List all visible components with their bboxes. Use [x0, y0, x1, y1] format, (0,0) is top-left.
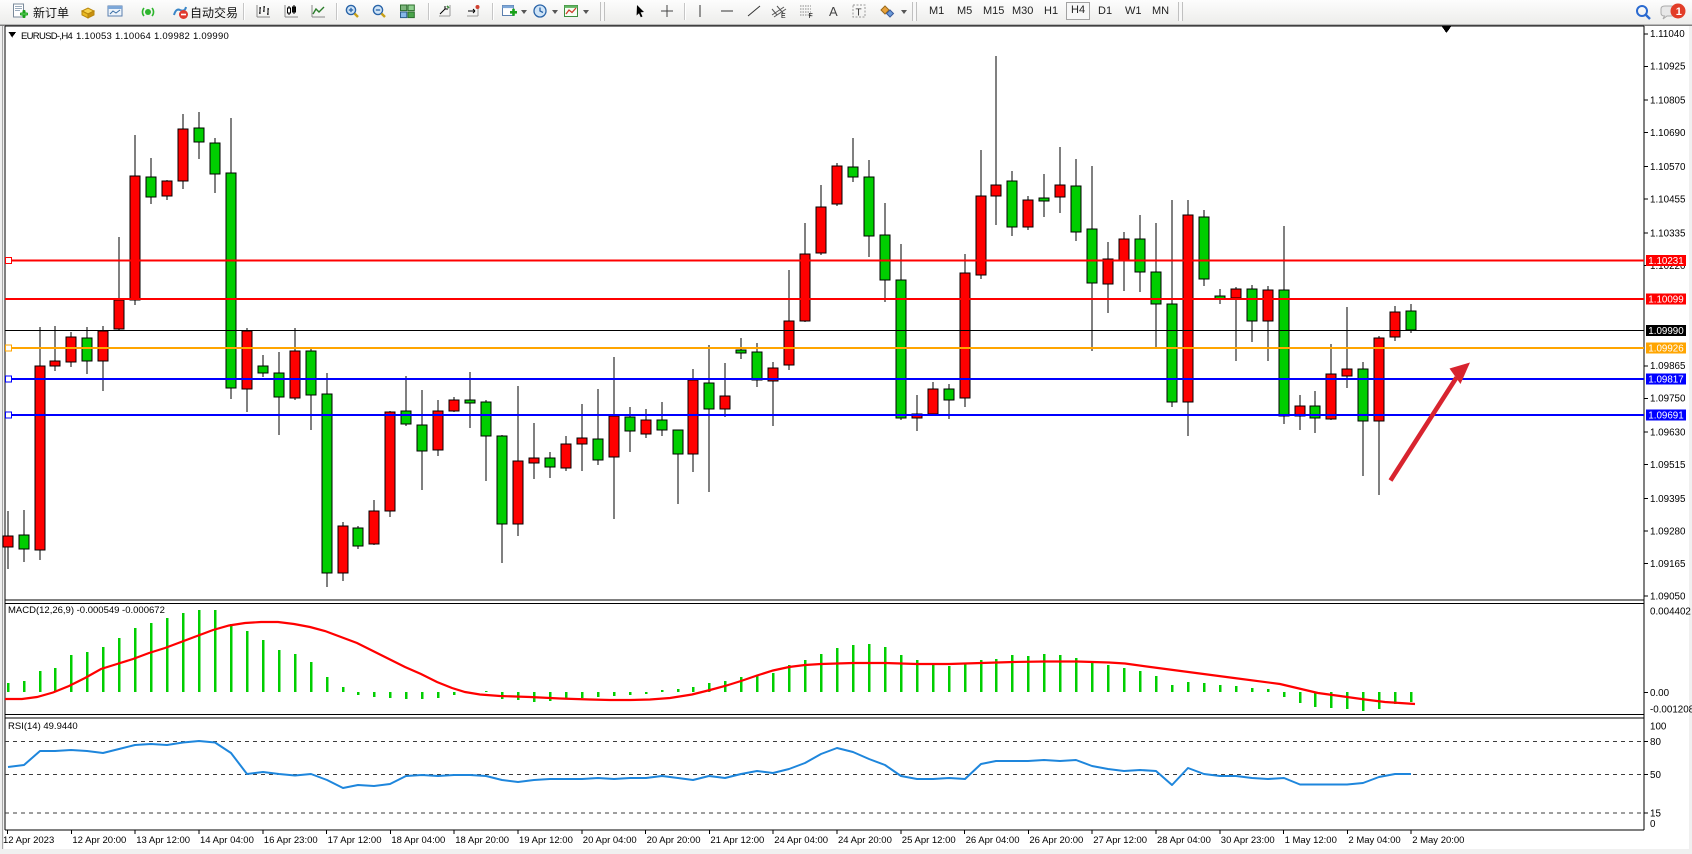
svg-text:20 Apr 04:00: 20 Apr 04:00 — [583, 835, 637, 846]
svg-text:1.11040: 1.11040 — [1650, 29, 1685, 40]
svg-text:1.10099: 1.10099 — [1648, 294, 1683, 305]
svg-text:25 Apr 12:00: 25 Apr 12:00 — [902, 835, 956, 846]
svg-text:1.09750: 1.09750 — [1650, 394, 1686, 405]
svg-text:EURUSD-,H41.10053 1.10064 1.09: EURUSD-,H4 1.10053 1.10064 1.09982 1.0999… — [21, 31, 229, 42]
svg-text:1.09515: 1.09515 — [1650, 460, 1686, 471]
svg-text:21 Apr 12:00: 21 Apr 12:00 — [710, 835, 764, 846]
svg-text:1.09050: 1.09050 — [1650, 592, 1686, 603]
svg-text:1.09817: 1.09817 — [1648, 374, 1683, 385]
svg-text:26 Apr 20:00: 26 Apr 20:00 — [1029, 835, 1083, 846]
svg-text:1.10220: 1.10220 — [1650, 261, 1686, 272]
svg-text:1 May 12:00: 1 May 12:00 — [1285, 835, 1337, 846]
svg-text:24 Apr 20:00: 24 Apr 20:00 — [838, 835, 892, 846]
svg-text:1.10231: 1.10231 — [1648, 256, 1683, 267]
svg-text:16 Apr 23:00: 16 Apr 23:00 — [264, 835, 318, 846]
svg-text:26 Apr 04:00: 26 Apr 04:00 — [966, 835, 1020, 846]
svg-text:2 May 20:00: 2 May 20:00 — [1412, 835, 1464, 846]
svg-text:24 Apr 04:00: 24 Apr 04:00 — [774, 835, 828, 846]
svg-text:1.09630: 1.09630 — [1650, 428, 1686, 439]
svg-text:0.004402: 0.004402 — [1650, 606, 1691, 617]
svg-text:1.10925: 1.10925 — [1650, 62, 1686, 73]
svg-text:12 Apr 20:00: 12 Apr 20:00 — [72, 835, 126, 846]
svg-text:14 Apr 04:00: 14 Apr 04:00 — [200, 835, 254, 846]
svg-text:50: 50 — [1650, 770, 1661, 781]
svg-text:1.09280: 1.09280 — [1650, 527, 1686, 538]
svg-text:1: 1 — [1676, 6, 1682, 18]
svg-text:30 Apr 23:00: 30 Apr 23:00 — [1221, 835, 1275, 846]
svg-text:100: 100 — [1650, 721, 1667, 732]
svg-text:80: 80 — [1650, 737, 1661, 748]
svg-text:17 Apr 12:00: 17 Apr 12:00 — [328, 835, 382, 846]
svg-text:-0.001208: -0.001208 — [1650, 705, 1692, 716]
svg-text:1.09990: 1.09990 — [1648, 326, 1684, 337]
svg-text:19 Apr 12:00: 19 Apr 12:00 — [519, 835, 573, 846]
svg-text:28 Apr 04:00: 28 Apr 04:00 — [1157, 835, 1211, 846]
svg-text:MACD(12,26,9) -0.000549 -0.000: MACD(12,26,9) -0.000549 -0.000672 — [8, 605, 165, 616]
svg-text:1.09165: 1.09165 — [1650, 559, 1686, 570]
svg-text:1.10805: 1.10805 — [1650, 96, 1686, 107]
svg-text:2 May 04:00: 2 May 04:00 — [1348, 835, 1400, 846]
svg-text:1.09395: 1.09395 — [1650, 494, 1686, 505]
svg-text:18 Apr 20:00: 18 Apr 20:00 — [455, 835, 509, 846]
svg-text:1.10335: 1.10335 — [1650, 228, 1686, 239]
svg-text:1.09691: 1.09691 — [1648, 410, 1683, 421]
svg-text:E: E — [781, 13, 786, 20]
svg-text:12 Apr 2023: 12 Apr 2023 — [3, 835, 54, 846]
svg-text:T: T — [856, 8, 862, 19]
svg-text:1.10455: 1.10455 — [1650, 195, 1686, 206]
svg-text:0: 0 — [1650, 819, 1656, 830]
svg-text:1.09865: 1.09865 — [1650, 361, 1686, 372]
svg-text:0.00: 0.00 — [1650, 688, 1670, 699]
svg-text:1.09926: 1.09926 — [1648, 343, 1684, 354]
svg-text:20 Apr 20:00: 20 Apr 20:00 — [647, 835, 701, 846]
svg-text:13 Apr 12:00: 13 Apr 12:00 — [136, 835, 190, 846]
svg-text:27 Apr 12:00: 27 Apr 12:00 — [1093, 835, 1147, 846]
svg-text:RSI(14) 49.9440: RSI(14) 49.9440 — [8, 721, 78, 732]
svg-text:15: 15 — [1650, 808, 1661, 819]
svg-text:18 Apr 04:00: 18 Apr 04:00 — [391, 835, 445, 846]
svg-text:1.10570: 1.10570 — [1650, 162, 1686, 173]
svg-text:1.10690: 1.10690 — [1650, 128, 1686, 139]
svg-text:F: F — [809, 13, 813, 20]
svg-text:A: A — [829, 4, 838, 19]
